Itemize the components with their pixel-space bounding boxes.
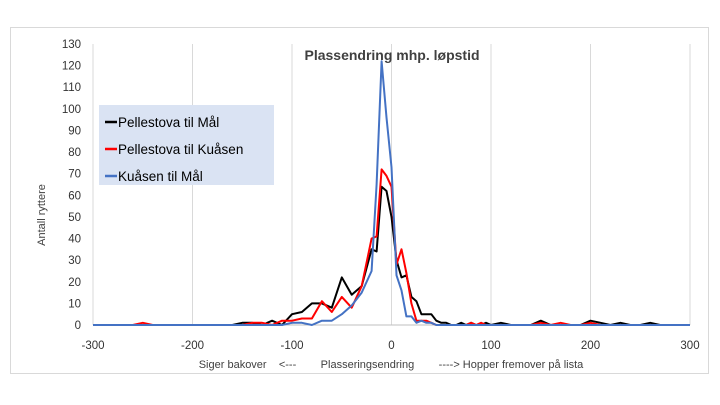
y-tick-label: 60 <box>68 190 81 202</box>
x-tick-label: -100 <box>280 340 303 352</box>
legend-box <box>99 105 274 185</box>
y-tick-label: 80 <box>68 147 81 159</box>
y-tick-label: 130 <box>62 39 81 51</box>
y-tick-label: 50 <box>68 212 81 224</box>
x-tick-label: 0 <box>388 340 394 352</box>
y-tick-label: 100 <box>62 104 81 116</box>
x-tick-label: -300 <box>81 340 104 352</box>
legend: Pellestova til Mål Pellestova til Kuåsen K… <box>99 105 274 185</box>
chart-title: Plassendring mhp. løpstid <box>304 47 479 63</box>
y-tick-label: 0 <box>75 320 81 332</box>
x-axis-label: Siger bakover <--- Plasseringsendring --… <box>199 359 584 371</box>
chart-frame: -300 -200 -100 0 100 200 300 0 10 20 30 40 50 60 70 80… <box>10 27 709 374</box>
y-tick-label: 70 <box>68 169 81 181</box>
x-tick-label: 300 <box>680 340 699 352</box>
y-axis: 0 10 20 30 40 50 60 70 80 90 100 110 120 130 <box>62 39 81 332</box>
y-tick-label: 20 <box>68 277 81 289</box>
y-axis-label: Antall ryttere <box>36 184 48 246</box>
x-axis: -300 -200 -100 0 100 200 300 <box>81 324 700 352</box>
legend-label: Pellestova til Kuåsen <box>118 142 243 157</box>
y-tick-label: 120 <box>62 61 81 73</box>
y-tick-label: 90 <box>68 125 81 137</box>
line-chart: -300 -200 -100 0 100 200 300 0 10 20 30 40 50 60 70 80… <box>36 39 700 371</box>
y-tick-label: 40 <box>68 234 81 246</box>
y-tick-label: 10 <box>68 298 81 310</box>
y-tick-label: 110 <box>63 82 81 94</box>
y-tick-label: 30 <box>68 255 81 267</box>
x-tick-label: -200 <box>181 340 204 352</box>
legend-label: Pellestova til Mål <box>118 115 219 130</box>
legend-label: Kuåsen til Mål <box>118 169 203 184</box>
x-tick-label: 100 <box>481 340 500 352</box>
series-lines <box>93 60 690 326</box>
grid <box>92 44 691 325</box>
x-tick-label: 200 <box>581 340 600 352</box>
series-line-3 <box>93 60 690 326</box>
